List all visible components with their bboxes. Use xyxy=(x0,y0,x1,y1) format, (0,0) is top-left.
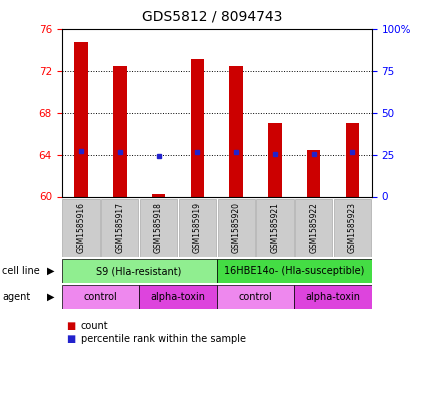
Text: control: control xyxy=(239,292,272,302)
Bar xyxy=(294,285,372,309)
Text: GSM1585920: GSM1585920 xyxy=(232,202,241,253)
Bar xyxy=(307,149,320,196)
Bar xyxy=(334,199,371,257)
Bar xyxy=(62,285,139,309)
Bar xyxy=(140,199,177,257)
Bar xyxy=(139,285,217,309)
Bar xyxy=(295,199,332,257)
Bar xyxy=(230,66,243,196)
Text: agent: agent xyxy=(2,292,30,302)
Bar xyxy=(62,199,99,257)
Bar xyxy=(190,59,204,196)
Text: S9 (Hla-resistant): S9 (Hla-resistant) xyxy=(96,266,182,276)
Bar xyxy=(218,199,255,257)
Bar xyxy=(74,42,88,196)
Text: GSM1585916: GSM1585916 xyxy=(76,202,85,253)
Bar xyxy=(113,66,127,196)
Bar xyxy=(217,259,372,283)
Text: ■: ■ xyxy=(66,334,75,344)
Text: ▶: ▶ xyxy=(47,292,55,302)
Text: alpha-toxin: alpha-toxin xyxy=(150,292,205,302)
Text: alpha-toxin: alpha-toxin xyxy=(306,292,360,302)
Bar xyxy=(256,199,294,257)
Text: GSM1585918: GSM1585918 xyxy=(154,202,163,253)
Bar xyxy=(346,123,359,196)
Text: GSM1585922: GSM1585922 xyxy=(309,202,318,253)
Text: GSM1585921: GSM1585921 xyxy=(270,202,279,253)
Text: ■: ■ xyxy=(66,321,75,331)
Text: GSM1585917: GSM1585917 xyxy=(115,202,124,253)
Text: percentile rank within the sample: percentile rank within the sample xyxy=(81,334,246,344)
Text: count: count xyxy=(81,321,108,331)
Text: GDS5812 / 8094743: GDS5812 / 8094743 xyxy=(142,10,283,24)
Bar xyxy=(217,285,294,309)
Text: control: control xyxy=(84,292,117,302)
Bar xyxy=(62,259,217,283)
Text: GSM1585923: GSM1585923 xyxy=(348,202,357,253)
Bar xyxy=(268,123,282,196)
Text: ▶: ▶ xyxy=(47,266,55,276)
Text: 16HBE14o- (Hla-susceptible): 16HBE14o- (Hla-susceptible) xyxy=(224,266,365,276)
Bar xyxy=(152,194,165,196)
Text: GSM1585919: GSM1585919 xyxy=(193,202,202,253)
Bar xyxy=(179,199,216,257)
Bar xyxy=(101,199,139,257)
Text: cell line: cell line xyxy=(2,266,40,276)
